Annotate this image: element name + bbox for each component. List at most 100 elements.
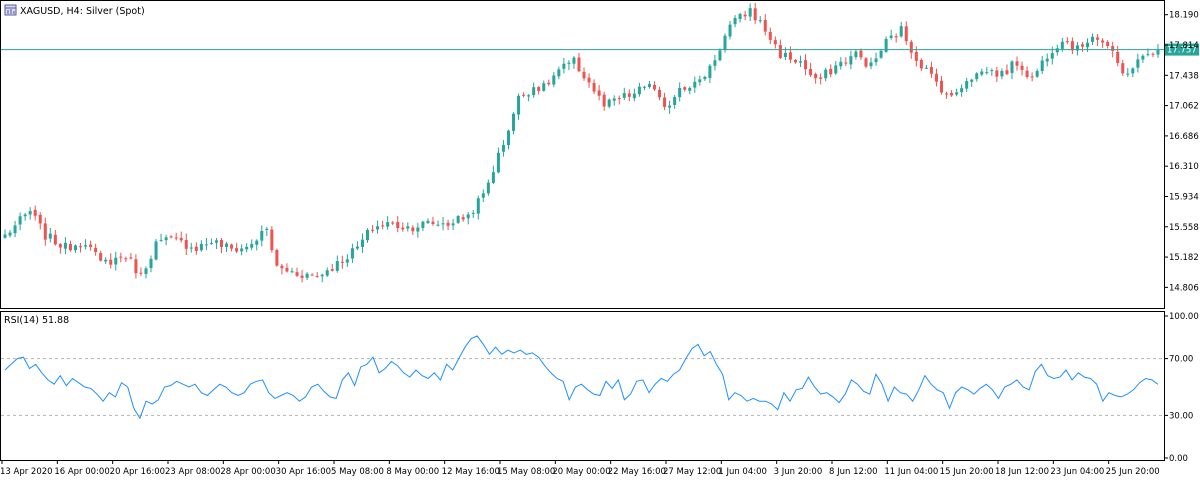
candle-body xyxy=(874,58,878,63)
candle xyxy=(934,68,938,87)
candle xyxy=(1070,37,1074,55)
candle-body xyxy=(214,240,218,243)
candle xyxy=(436,220,440,227)
candle xyxy=(758,16,762,24)
candle-body xyxy=(285,267,289,272)
candle xyxy=(360,233,364,253)
time-tick-label: 16 Apr 00:00 xyxy=(54,467,109,477)
candle-body xyxy=(486,182,490,194)
candle xyxy=(612,95,616,106)
candle-body xyxy=(179,237,183,241)
candle xyxy=(1126,67,1130,78)
candle xyxy=(260,225,264,247)
candle-body xyxy=(345,259,349,263)
candle xyxy=(773,36,777,49)
current-price-label: 17.757 xyxy=(1167,46,1197,56)
candle xyxy=(718,48,722,62)
rsi-panel[interactable] xyxy=(0,311,1165,461)
candle xyxy=(1010,60,1014,80)
candle xyxy=(799,55,803,67)
candle xyxy=(859,48,863,60)
candle-body xyxy=(627,93,631,97)
candle xyxy=(763,14,767,36)
candle xyxy=(960,84,964,97)
candle xyxy=(38,212,42,230)
candle xyxy=(315,272,319,278)
candle-body xyxy=(995,70,999,77)
candle-body xyxy=(668,105,672,108)
candle-body xyxy=(461,217,465,220)
candle xyxy=(174,232,178,241)
candle-body xyxy=(799,61,803,63)
candle xyxy=(1121,60,1125,76)
candle xyxy=(320,273,324,283)
candle-body xyxy=(1156,49,1160,55)
candle xyxy=(819,73,823,85)
candle-body xyxy=(773,40,777,45)
candle xyxy=(496,147,500,174)
candle-body xyxy=(466,214,470,219)
candle-body xyxy=(219,240,224,247)
candle xyxy=(411,225,415,235)
candle xyxy=(557,66,561,80)
candle-body xyxy=(577,57,581,72)
candle-body xyxy=(164,237,168,241)
candle xyxy=(995,66,999,83)
candle-body xyxy=(1025,70,1029,77)
candle-body xyxy=(139,272,143,274)
candle-body xyxy=(391,222,395,224)
candle xyxy=(250,239,254,251)
candle-body xyxy=(456,216,460,223)
candle-body xyxy=(778,45,782,58)
candle xyxy=(703,75,707,81)
candle-body xyxy=(552,75,556,85)
candle xyxy=(688,86,692,95)
candle xyxy=(788,46,792,64)
candle xyxy=(345,254,349,267)
candle-body xyxy=(542,83,546,91)
candle-body xyxy=(950,93,954,96)
candle-body xyxy=(275,249,279,266)
candle-body xyxy=(1096,37,1100,40)
candle xyxy=(18,212,22,231)
candle xyxy=(919,58,923,71)
candle xyxy=(597,85,601,101)
candle xyxy=(642,85,646,91)
candle-body xyxy=(889,35,893,38)
candle xyxy=(1035,68,1039,78)
time-tick-label: 3 Jun 20:00 xyxy=(774,467,823,477)
candle xyxy=(824,67,828,82)
candle xyxy=(532,82,536,98)
candle-body xyxy=(864,58,868,67)
candle-body xyxy=(53,234,57,245)
candle-body xyxy=(235,248,239,252)
price-title-group: XAGUSD, H4: Silver (Spot) xyxy=(4,4,145,17)
candle xyxy=(89,240,93,251)
candle xyxy=(647,81,651,89)
candle xyxy=(129,252,133,260)
price-panel[interactable] xyxy=(0,0,1165,309)
candle xyxy=(522,92,526,98)
time-tick-label: 20 May 00:00 xyxy=(552,467,610,477)
candle xyxy=(3,229,7,239)
candle-body xyxy=(693,81,697,88)
candle xyxy=(738,13,742,23)
candle xyxy=(386,216,390,230)
candle xyxy=(834,61,838,75)
candle-body xyxy=(617,98,621,100)
candle-body xyxy=(1050,53,1054,59)
candle xyxy=(753,2,757,24)
candle xyxy=(894,33,898,43)
time-tick-label: 13 Apr 2020 xyxy=(0,467,53,477)
candle xyxy=(1156,43,1160,58)
candle xyxy=(1040,55,1044,75)
time-tick-label: 27 May 12:00 xyxy=(663,467,721,477)
candle-body xyxy=(522,94,526,96)
candle xyxy=(401,222,405,232)
candle-body xyxy=(718,50,722,61)
candle xyxy=(63,237,67,255)
candle xyxy=(527,94,531,102)
candle-body xyxy=(506,130,511,146)
candle xyxy=(441,216,445,231)
